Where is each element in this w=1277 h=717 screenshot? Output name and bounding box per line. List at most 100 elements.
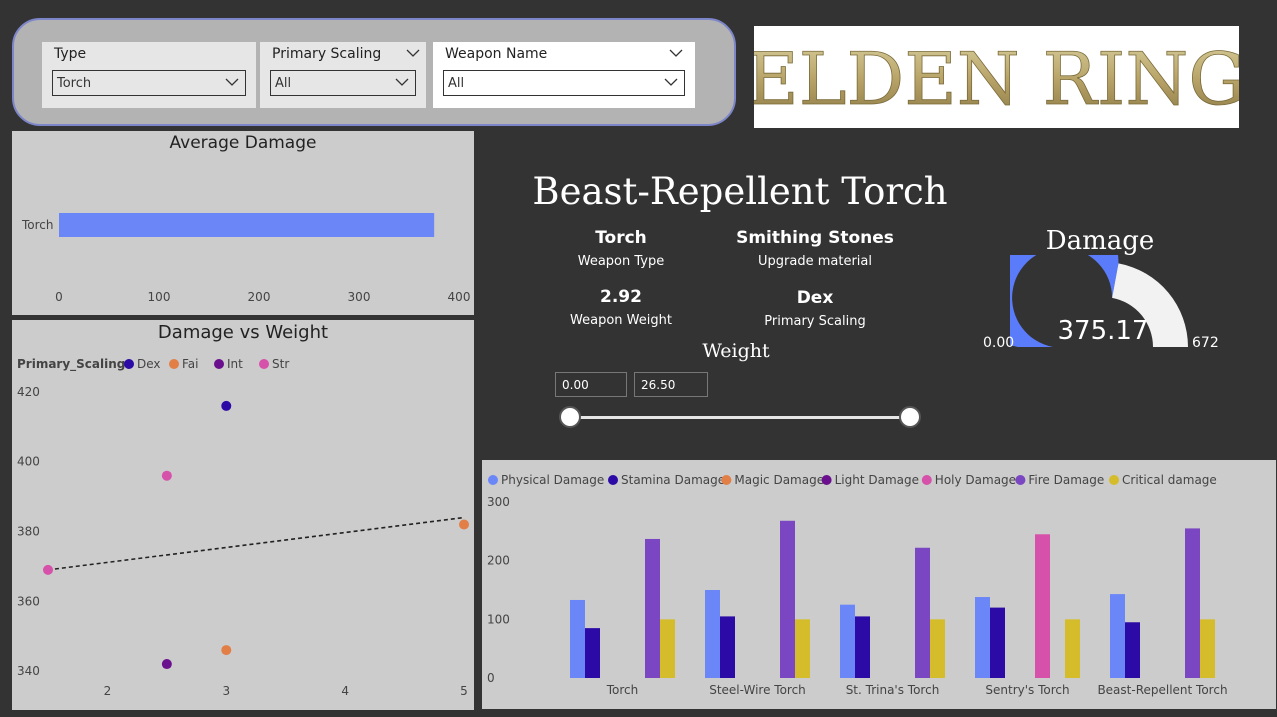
damage-gauge — [1010, 255, 1188, 347]
damage-category-label: Steel-Wire Torch — [709, 683, 806, 697]
average-damage-category-label: Torch — [21, 218, 54, 232]
damage-breakdown-chart: Physical Damage Stamina Damage Magic Damag… — [487, 473, 1228, 697]
damage-legend-label: Critical damage — [1122, 473, 1217, 487]
average-damage-chart: Torch 0 100 200 300 400 — [21, 213, 471, 304]
damage-bar — [585, 628, 600, 678]
scatter-y-tick: 340 — [17, 664, 40, 678]
damage-y-tick: 0 — [487, 671, 495, 685]
damage-legend-label: Fire Damage — [1028, 473, 1104, 487]
damage-bar — [1110, 594, 1125, 678]
primary-scaling-label: Primary Scaling — [764, 314, 866, 329]
scatter-y-tick: 380 — [17, 525, 40, 539]
damage-bar — [930, 619, 945, 678]
damage-bar — [660, 619, 675, 678]
damage-bar — [705, 590, 720, 678]
average-damage-x-tick: 400 — [448, 290, 471, 304]
damage-bar — [570, 599, 585, 678]
upgrade-material-card: Smithing Stones Upgrade material — [725, 228, 905, 269]
chevron-down-icon[interactable] — [669, 46, 683, 60]
weapon-name-dropdown[interactable]: All — [443, 70, 685, 96]
damage-bar — [975, 597, 990, 678]
weapon-weight-value: 2.92 — [600, 287, 642, 307]
weapon-type-label: Weapon Type — [577, 254, 665, 269]
average-damage-x-tick: 100 — [148, 290, 171, 304]
weight-slider-track[interactable] — [570, 416, 910, 419]
average-damage-title: Average Damage — [169, 133, 317, 153]
weight-slider-high-handle[interactable] — [899, 406, 921, 428]
damage-vs-weight-chart: Primary_Scaling Dex Fai Int Str 340 360 380 400 4… — [17, 357, 469, 698]
scatter-y-tick: 400 — [17, 455, 40, 469]
damage-vs-weight-title: Damage vs Weight — [157, 322, 329, 343]
primary-scaling-dropdown[interactable]: All — [270, 70, 416, 96]
scatter-y-tick: 360 — [17, 594, 40, 608]
type-dropdown[interactable]: Torch — [52, 70, 246, 96]
damage-vs-weight-panel: Damage vs Weight Primary_Scaling Dex Fai In… — [12, 320, 474, 710]
logo-text: ELDEN RING — [754, 37, 1239, 121]
primary-scaling-slicer-title: Primary Scaling — [272, 46, 382, 62]
average-damage-panel: Average Damage Torch 0 100 200 300 400 — [12, 131, 474, 315]
scatter-point — [459, 519, 469, 530]
damage-bar — [1185, 528, 1200, 678]
damage-legend-label: Light Damage — [835, 473, 919, 487]
scatter-legend-marker — [124, 359, 134, 369]
weapon-name-heading: Beast-Repellent Torch — [532, 170, 948, 213]
damage-bar — [795, 619, 810, 678]
primary-scaling-card: Dex Primary Scaling — [725, 288, 905, 329]
weight-slider-low-handle[interactable] — [559, 406, 581, 428]
type-slicer-title: Type — [54, 46, 87, 62]
primary-scaling-dropdown-value: All — [275, 76, 292, 91]
damage-legend-marker — [721, 475, 732, 485]
weight-max-input[interactable]: 26.50 — [634, 372, 708, 397]
elden-ring-logo: ELDEN RING — [746, 26, 1247, 128]
scatter-legend-marker — [169, 359, 179, 369]
damage-category-label: Beast-Repellent Torch — [1097, 683, 1227, 697]
logo-image: ELDEN RING — [746, 37, 1247, 122]
damage-bar — [1200, 619, 1215, 678]
scatter-point — [43, 564, 53, 575]
damage-bar — [840, 604, 855, 678]
weapon-weight-label: Weapon Weight — [570, 313, 672, 328]
primary-scaling-slicer[interactable]: Primary Scaling All — [260, 42, 426, 108]
primary-scaling-value: Dex — [796, 288, 834, 308]
scatter-x-tick: 2 — [104, 684, 112, 698]
average-damage-x-tick: 200 — [248, 290, 271, 304]
chevron-down-icon[interactable] — [406, 46, 420, 60]
type-slicer[interactable]: Type Torch — [42, 42, 256, 108]
damage-bar — [1035, 534, 1050, 678]
weapon-name-dropdown-value: All — [448, 76, 465, 91]
damage-category-label: St. Trina's Torch — [846, 683, 940, 697]
damage-bar — [855, 616, 870, 678]
filter-bar: Type Torch Primary Scaling All Weapon Na… — [12, 18, 736, 126]
damage-breakdown-panel: Physical Damage Stamina Damage Magic Damag… — [482, 460, 1276, 709]
weight-slider-title: Weight — [702, 340, 770, 362]
weapon-type-value: Torch — [595, 228, 647, 248]
damage-legend-marker — [1109, 475, 1119, 485]
damage-bar — [1125, 622, 1140, 678]
scatter-y-tick: 420 — [17, 385, 40, 399]
average-damage-x-tick: 0 — [55, 290, 63, 304]
average-damage-x-tick: 300 — [348, 290, 371, 304]
weapon-name-slicer[interactable]: Weapon Name All — [433, 42, 695, 108]
weight-min-value: 0.00 — [562, 378, 589, 392]
damage-legend-label: Stamina Damage — [621, 473, 725, 487]
gauge-min: 0.00 — [983, 335, 1015, 351]
weight-min-input[interactable]: 0.00 — [555, 372, 627, 397]
scatter-legend-label: Dex — [137, 357, 161, 371]
scatter-x-tick: 4 — [341, 684, 349, 698]
damage-bar — [780, 520, 795, 678]
average-damage-bar — [59, 213, 435, 237]
gauge-value: 375.17 — [1057, 316, 1149, 346]
damage-bar — [990, 607, 1005, 678]
upgrade-material-label: Upgrade material — [758, 254, 872, 269]
gauge-track-arc — [1112, 263, 1188, 347]
damage-category-label: Sentry's Torch — [985, 683, 1069, 697]
upgrade-material-value: Smithing Stones — [736, 228, 894, 248]
weapon-weight-card: 2.92 Weapon Weight — [550, 287, 692, 328]
damage-legend-label: Magic Damage — [734, 473, 824, 487]
damage-y-tick: 200 — [487, 554, 510, 568]
scatter-x-tick: 5 — [460, 684, 468, 698]
scatter-point — [161, 659, 172, 670]
chevron-down-icon — [225, 78, 239, 86]
damage-bar — [1065, 619, 1080, 678]
scatter-trendline — [47, 516, 465, 571]
